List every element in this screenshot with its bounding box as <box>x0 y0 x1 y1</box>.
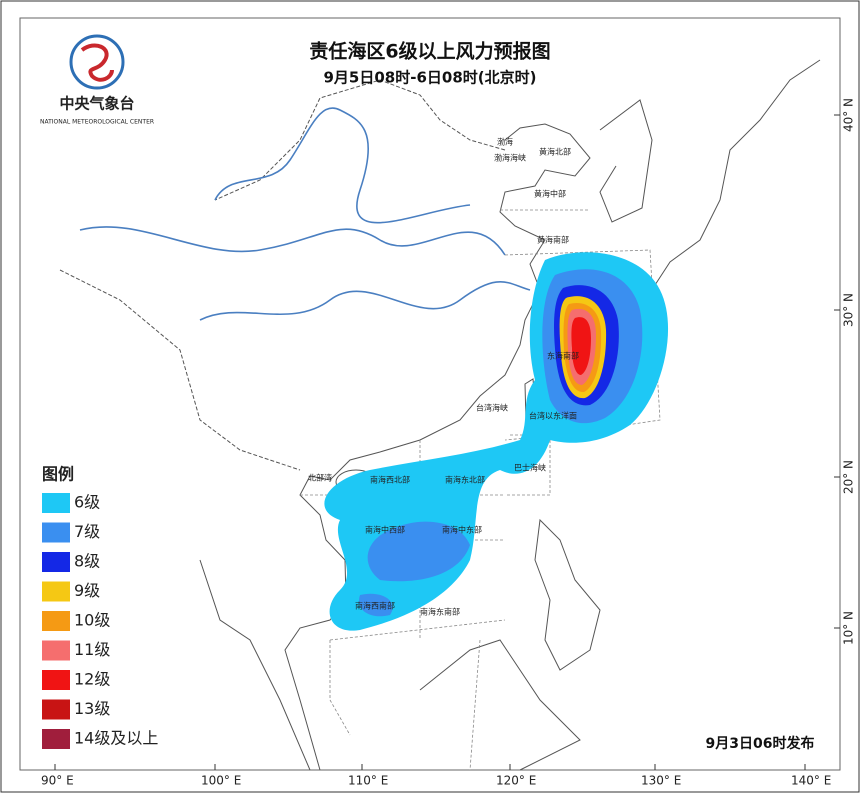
legend-title: 图例 <box>42 465 74 484</box>
wind-areas <box>324 252 669 631</box>
legend-label: 11级 <box>74 640 110 659</box>
sea-area-label: 南海东南部 <box>420 607 460 617</box>
sea-area-label: 南海中东部 <box>442 525 482 535</box>
lat-label: 10° N <box>842 611 856 645</box>
legend-swatch <box>42 493 70 513</box>
lat-label: 30° N <box>842 293 856 327</box>
lon-label: 140° E <box>791 774 831 788</box>
sea-area-label: 黄海中部 <box>534 189 566 199</box>
sea-area-label: 东海南部 <box>547 351 579 361</box>
logo-english: NATIONAL METEOROLOGICAL CENTER <box>40 119 154 126</box>
issue-time: 9月3日06时发布 <box>706 735 815 752</box>
sea-area-label: 黄海南部 <box>537 235 569 245</box>
coastlines <box>59 59 821 771</box>
lat-label: 40° N <box>842 98 856 132</box>
lon-label: 90° E <box>41 774 74 788</box>
sea-area-label: 南海西北部 <box>370 475 410 485</box>
legend-swatch <box>42 729 70 749</box>
sea-area-label: 黄海北部 <box>539 147 571 157</box>
legend-swatch <box>42 581 70 602</box>
legend-swatch <box>42 670 70 690</box>
legend-swatch <box>42 699 70 720</box>
sea-area-label: 巴士海峡 <box>514 463 546 473</box>
legend-swatch <box>42 640 70 661</box>
lon-label: 120° E <box>496 774 536 788</box>
sea-area-label: 渤海 <box>497 137 513 147</box>
legend-swatch <box>42 522 70 543</box>
sea-area-label: 台湾海峡 <box>476 403 508 413</box>
lon-label: 100° E <box>201 774 241 788</box>
legend-label: 13级 <box>74 699 110 718</box>
logo-glyph <box>80 43 114 82</box>
lat-label: 20° N <box>842 460 856 494</box>
map-subtitle: 9月5日08时-6日08时(北京时) <box>324 69 537 87</box>
sea-area-label: 南海西南部 <box>355 601 395 611</box>
legend-swatch <box>42 611 70 631</box>
map-title: 责任海区6级以上风力预报图 <box>309 40 550 63</box>
sea-area-label: 台湾以东洋面 <box>529 411 577 421</box>
legend-label: 14级及以上 <box>74 729 158 748</box>
lon-label: 130° E <box>641 774 681 788</box>
legend-label: 12级 <box>74 670 110 689</box>
legend-label: 10级 <box>74 611 110 630</box>
wind-area <box>571 317 591 375</box>
map-area <box>19 17 841 771</box>
legend-label: 8级 <box>74 552 100 571</box>
legend-swatch <box>42 552 70 572</box>
legend-label: 9级 <box>74 581 100 600</box>
lon-label: 110° E <box>348 774 388 788</box>
logo-name: 中央气象台 <box>59 95 134 113</box>
sea-area-label: 南海东北部 <box>445 475 485 485</box>
legend-label: 6级 <box>74 493 100 512</box>
rivers <box>79 107 531 321</box>
sea-area-label: 渤海海峡 <box>494 153 526 163</box>
legend-label: 7级 <box>74 522 100 541</box>
sea-area-label: 南海中西部 <box>365 525 405 535</box>
sea-area-label: 北部湾 <box>308 473 332 483</box>
